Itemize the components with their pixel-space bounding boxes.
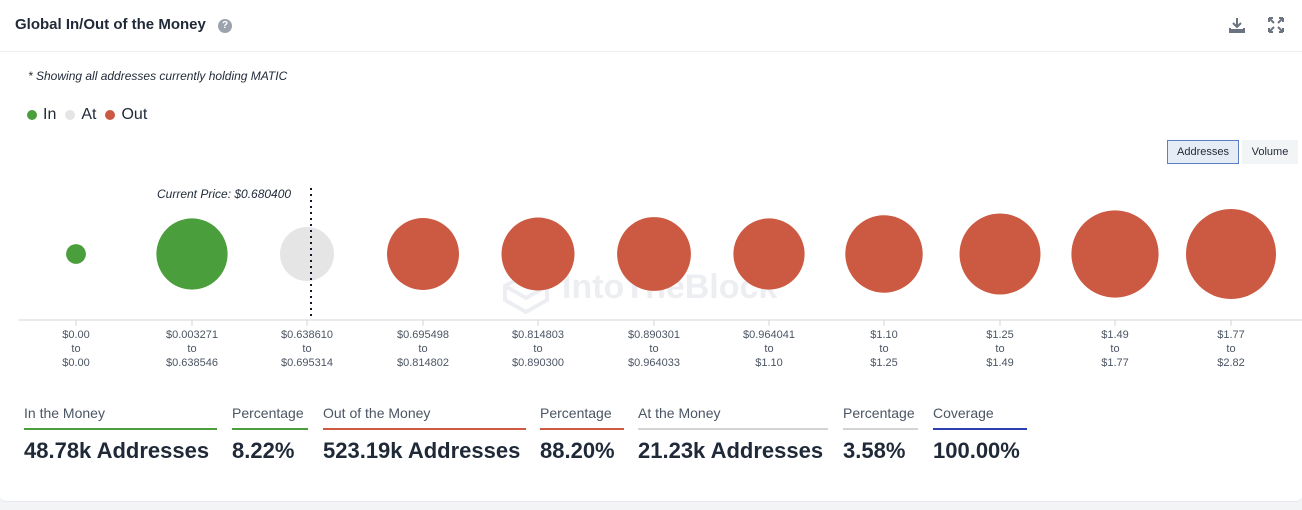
x-tick-label-9-from: $1.25 — [986, 329, 1014, 341]
chart-legend: In At Out — [27, 106, 156, 124]
card-header: Global In/Out of the Money ? — [0, 0, 1302, 52]
x-tick-label-11-from: $1.77 — [1217, 329, 1245, 341]
stat-label: At the Money — [638, 405, 721, 421]
stat-7: Coverage 100.00% — [933, 402, 1027, 464]
x-tick-label-5-from: $0.814803 — [512, 329, 564, 341]
legend-item-at[interactable]: At — [65, 106, 96, 124]
volume-toggle-button[interactable]: Volume — [1242, 140, 1298, 164]
bubble-11[interactable] — [1186, 209, 1276, 299]
addresses-toggle-button[interactable]: Addresses — [1167, 140, 1239, 164]
x-tick-label-1-from: $0.00 — [62, 329, 90, 341]
stats-row: In the Money 48.78k Addresses Percentage 8.… — [0, 402, 1302, 472]
stat-value: 100.00% — [933, 438, 1020, 463]
x-tick-label-4-to-word: to — [418, 343, 427, 355]
holding-note: * Showing all addresses currently holdin… — [28, 69, 288, 83]
x-tick-label-8-from: $1.10 — [870, 329, 898, 341]
x-tick-label-6-to: $0.964033 — [628, 357, 680, 369]
stat-value: 21.23k Addresses — [638, 438, 824, 463]
x-tick-label-6-to-word: to — [649, 343, 658, 355]
stat-underline — [540, 428, 624, 430]
bubble-10[interactable] — [1071, 210, 1159, 298]
x-tick-label-7-to-word: to — [764, 343, 773, 355]
x-tick-label-10-to: $1.77 — [1101, 357, 1129, 369]
stat-value: 88.20% — [540, 438, 615, 463]
stat-label: In the Money — [24, 405, 105, 421]
stat-3: Out of the Money 523.19k Addresses — [323, 402, 526, 464]
stat-label: Percentage — [540, 405, 612, 421]
x-tick-label-3-to-word: to — [302, 343, 311, 355]
bubble-8[interactable] — [845, 215, 923, 293]
x-tick-label-8-to: $1.25 — [870, 357, 898, 369]
legend-dot-in — [27, 110, 37, 120]
x-tick-label-2-to: $0.638546 — [166, 357, 218, 369]
x-tick-label-4-from: $0.695498 — [397, 329, 449, 341]
bubble-4[interactable] — [387, 218, 459, 290]
stat-5: At the Money 21.23k Addresses — [638, 402, 828, 464]
current-price-label: Current Price: $0.680400 — [157, 187, 292, 201]
bubble-2[interactable] — [156, 218, 228, 290]
x-tick-label-9-to: $1.49 — [986, 357, 1014, 369]
legend-dot-at — [65, 110, 76, 120]
x-tick-label-2-to-word: to — [187, 343, 196, 355]
x-tick-label-7-to: $1.10 — [755, 357, 783, 369]
x-tick-label-3-to: $0.695314 — [281, 357, 333, 369]
stat-label: Percentage — [843, 405, 915, 421]
legend-item-out[interactable]: Out — [105, 106, 147, 124]
expand-icon[interactable] — [1267, 16, 1285, 34]
stat-label: Percentage — [232, 405, 304, 421]
x-tick-label-1-to: $0.00 — [62, 357, 90, 369]
legend-item-in[interactable]: In — [27, 106, 56, 124]
stat-value: 523.19k Addresses — [323, 438, 521, 463]
stat-underline — [843, 428, 918, 430]
stat-underline — [232, 428, 308, 430]
bubble-3[interactable] — [280, 227, 334, 281]
bubble-5[interactable] — [501, 217, 575, 291]
bubble-9[interactable] — [959, 213, 1041, 295]
bubble-1[interactable] — [66, 244, 86, 264]
x-tick-label-6-from: $0.890301 — [628, 329, 680, 341]
stat-1: In the Money 48.78k Addresses — [24, 402, 217, 464]
legend-label-out: Out — [121, 106, 148, 123]
x-tick-label-7-from: $0.964041 — [743, 329, 795, 341]
stat-4: Percentage 88.20% — [540, 402, 624, 464]
x-tick-label-2-from: $0.003271 — [166, 329, 218, 341]
stat-label: Coverage — [933, 405, 994, 421]
stat-underline — [638, 428, 828, 430]
stat-value: 8.22% — [232, 438, 295, 463]
x-tick-label-10-to-word: to — [1110, 343, 1119, 355]
stat-underline — [933, 428, 1027, 430]
legend-dot-out — [105, 110, 116, 120]
stat-underline — [323, 428, 526, 430]
stat-6: Percentage 3.58% — [843, 402, 918, 464]
stat-underline — [24, 428, 217, 430]
x-tick-label-11-to: $2.82 — [1217, 357, 1245, 369]
stat-value: 3.58% — [843, 438, 906, 463]
bubble-6[interactable] — [617, 217, 691, 291]
legend-label-at: At — [81, 106, 97, 123]
download-icon[interactable] — [1228, 16, 1246, 34]
help-icon[interactable]: ? — [218, 19, 232, 33]
legend-label-in: In — [43, 106, 57, 123]
bubble-7[interactable] — [733, 218, 805, 290]
stat-label: Out of the Money — [323, 405, 431, 421]
x-tick-label-5-to: $0.890300 — [512, 357, 564, 369]
x-tick-label-4-to: $0.814802 — [397, 357, 449, 369]
stat-value: 48.78k Addresses — [24, 438, 210, 463]
x-tick-label-8-to-word: to — [879, 343, 888, 355]
x-tick-label-9-to-word: to — [995, 343, 1004, 355]
card-title: Global In/Out of the Money — [15, 16, 206, 33]
bubble-chart: $0.00 to $0.00 $0.003271 to $0.638546 $0.63861… — [19, 188, 1302, 369]
x-tick-label-11-to-word: to — [1226, 343, 1235, 355]
x-tick-label-3-from: $0.638610 — [281, 329, 333, 341]
x-tick-label-10-from: $1.49 — [1101, 329, 1129, 341]
x-tick-label-5-to-word: to — [533, 343, 542, 355]
x-tick-label-1-to-word: to — [71, 343, 80, 355]
stat-2: Percentage 8.22% — [232, 402, 308, 464]
